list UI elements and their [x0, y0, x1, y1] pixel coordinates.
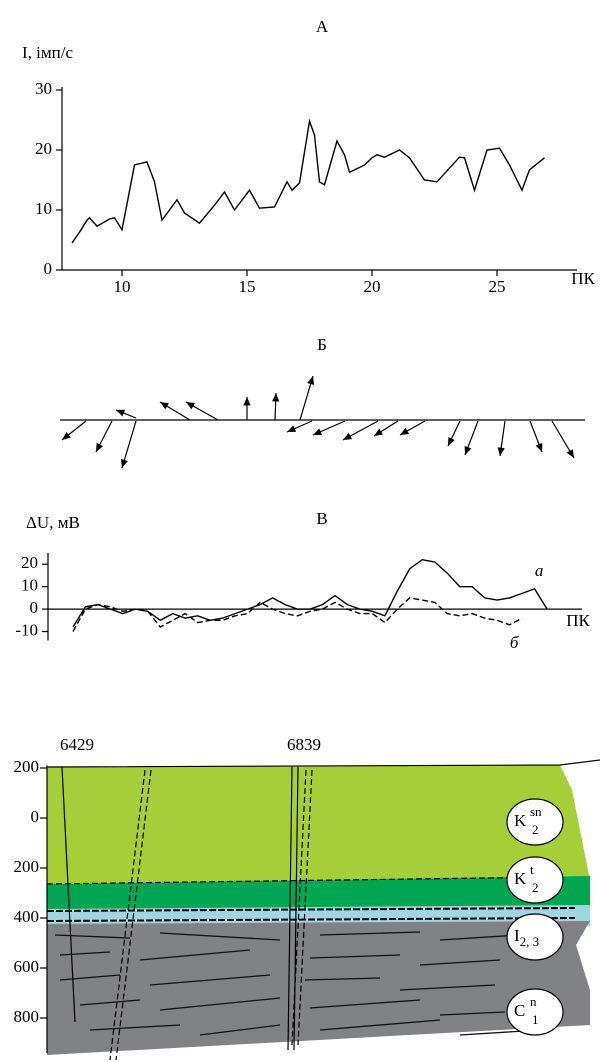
y-tick-label: 10 — [21, 576, 38, 595]
arrow — [551, 420, 575, 459]
y-tick-label: 0 — [31, 807, 40, 826]
layer-k2sn — [47, 765, 590, 905]
arrow — [399, 420, 426, 436]
chart-title: А — [316, 17, 329, 36]
x-tick-label: 20 — [364, 277, 381, 296]
layer-symbol: K — [514, 869, 527, 888]
arrow — [120, 420, 137, 469]
y-tick-label: 800 — [14, 1007, 40, 1026]
y-tick-label: 0 — [44, 259, 53, 278]
y-tick-label: -10 — [15, 620, 38, 639]
well — [293, 766, 299, 1051]
layer-badge — [506, 913, 564, 961]
arrow — [159, 401, 191, 421]
well — [287, 766, 293, 1051]
well-projection — [115, 769, 152, 1061]
vector-panel — [60, 375, 585, 469]
y-tick-label: 30 — [35, 79, 52, 98]
arrow — [447, 420, 461, 447]
layer-c1n — [47, 921, 590, 1055]
arrow — [272, 392, 280, 421]
unconformity — [46, 917, 576, 922]
arrow — [299, 375, 315, 421]
x-tick-label: 15 — [239, 277, 256, 296]
y-tick-label: 20 — [35, 139, 52, 158]
chart-title: Б — [317, 335, 327, 354]
layer-sup: t — [530, 862, 534, 877]
data-line — [72, 558, 548, 628]
arrow — [497, 420, 506, 457]
surface — [46, 759, 601, 768]
arrow — [61, 420, 87, 441]
x-tick-label: 10 — [114, 277, 131, 296]
arrow — [95, 420, 113, 453]
data-line — [72, 597, 523, 632]
well-projection — [297, 769, 313, 1046]
well-projection — [291, 769, 307, 1046]
layer-symbol: K — [514, 811, 527, 830]
layer-label: I2, 3 — [514, 926, 539, 949]
well-label: 6839 — [287, 735, 321, 754]
layer-sub: 2 — [532, 880, 539, 895]
data-line — [71, 118, 545, 244]
x-tick-label: 25 — [489, 277, 506, 296]
unconformity — [46, 907, 576, 912]
y-tick-label: 20 — [21, 553, 38, 572]
arrow — [342, 420, 379, 441]
layer-badge — [506, 988, 564, 1036]
well — [61, 766, 76, 1023]
y-tick-label: 400 — [14, 907, 40, 926]
layer-symbol: I — [514, 926, 520, 945]
geologic-section — [46, 759, 601, 1061]
layer-symbol: C — [514, 1001, 525, 1020]
layer-sub: 2 — [532, 822, 539, 837]
y-axis-label: I, імп/с — [22, 43, 73, 62]
arrow — [286, 420, 313, 433]
x-axis-label: ПК — [571, 269, 595, 288]
arrow — [115, 409, 137, 419]
boundary — [46, 876, 561, 885]
arrow — [185, 401, 219, 421]
arrow — [312, 420, 346, 436]
y-tick-label: 200 — [14, 757, 40, 776]
x-axis-label: ПК — [566, 611, 590, 630]
arrow — [529, 420, 543, 453]
y-axis-label: ΔU, мВ — [26, 513, 80, 532]
layer-sup: sn — [530, 804, 542, 819]
layer-sub: 2, 3 — [520, 934, 540, 949]
y-tick-label: 200 — [14, 857, 40, 876]
well-label: 6429 — [60, 735, 94, 754]
layer-k2t — [47, 876, 590, 912]
arrow — [373, 420, 399, 437]
layer-sup: n — [530, 994, 537, 1009]
hatching — [54, 931, 541, 1036]
layer-badge — [506, 856, 564, 904]
layer-badge — [506, 798, 564, 846]
series-label: а — [535, 561, 544, 580]
well-projection — [109, 769, 146, 1061]
chart-title: В — [316, 509, 327, 528]
layer-sub: 1 — [532, 1012, 539, 1027]
y-tick-label: 0 — [30, 598, 39, 617]
arrow — [464, 420, 479, 456]
y-tick-label: 600 — [14, 957, 40, 976]
y-tick-label: 10 — [35, 199, 52, 218]
series-label: б — [510, 633, 519, 652]
